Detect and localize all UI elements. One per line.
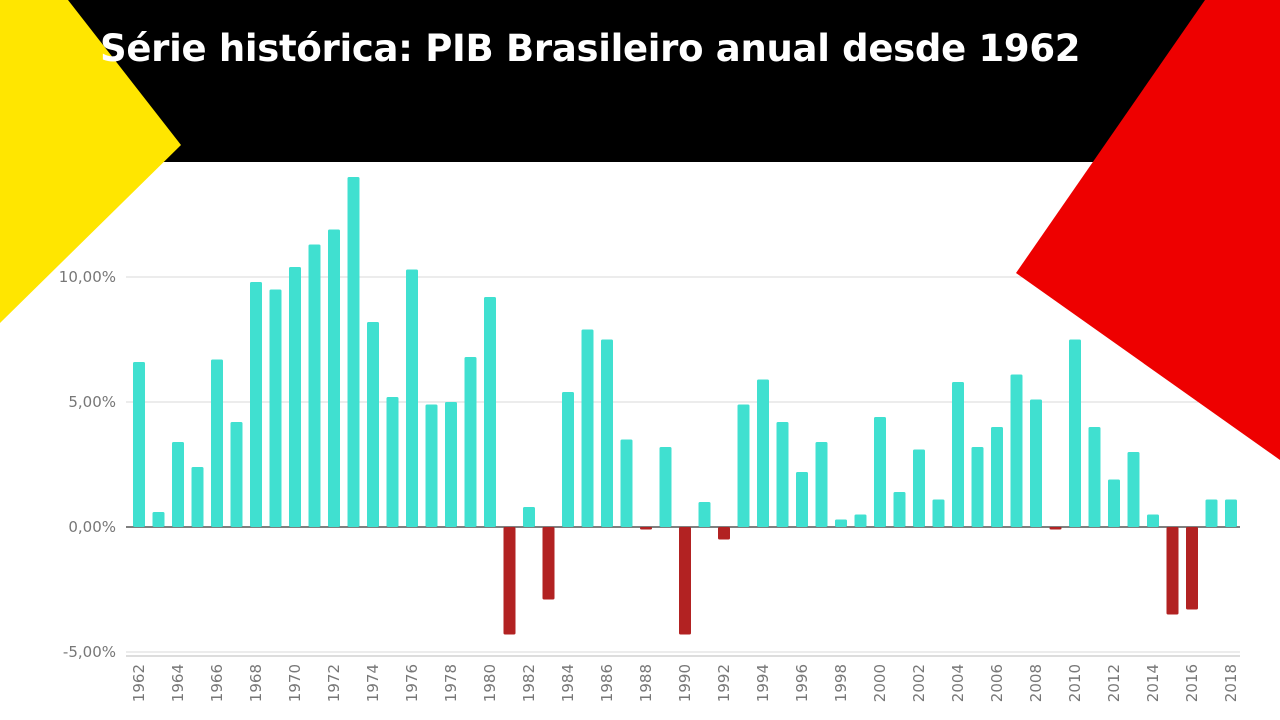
bar-2015 — [1166, 527, 1179, 615]
x-tick-label: 1966 — [208, 664, 226, 702]
bar-1997 — [815, 442, 828, 527]
bar-1968 — [250, 282, 262, 527]
bar-1982 — [523, 507, 535, 527]
x-tick-label: 1996 — [793, 664, 811, 702]
bar-2011 — [1088, 427, 1101, 527]
bar-2003 — [932, 499, 945, 527]
x-tick-label: 1974 — [364, 664, 382, 702]
bar-2012 — [1108, 479, 1120, 527]
bar-1972 — [328, 229, 340, 527]
bar-2001 — [893, 492, 906, 527]
bar-2018 — [1225, 499, 1237, 527]
bar-1991 — [698, 502, 711, 527]
bar-1980 — [484, 297, 496, 527]
x-tick-label: 1990 — [676, 664, 694, 702]
bar-1978 — [445, 402, 457, 527]
y-tick-label: -5,00% — [63, 643, 116, 661]
bar-1965 — [191, 467, 204, 527]
bar-1985 — [581, 329, 594, 527]
x-tick-label: 1984 — [559, 664, 577, 702]
bar-2014 — [1147, 514, 1159, 527]
bar-2013 — [1127, 452, 1140, 527]
x-tick-label: 1980 — [481, 664, 499, 702]
x-tick-label: 1964 — [169, 664, 187, 702]
x-tick-label: 1978 — [442, 664, 460, 702]
chart-title: Série histórica: PIB Brasileiro anual de… — [100, 27, 1081, 70]
x-tick-label: 1988 — [637, 664, 655, 702]
x-tick-label: 2006 — [988, 664, 1006, 702]
bar-1984 — [562, 392, 574, 527]
bar-1998 — [835, 519, 847, 527]
x-tick-label: 1968 — [247, 664, 265, 702]
bar-1964 — [172, 442, 184, 527]
bar-1962 — [133, 362, 145, 527]
bar-1996 — [796, 472, 808, 527]
x-tick-label: 1986 — [598, 664, 616, 702]
bar-2017 — [1205, 499, 1218, 527]
bar-1977 — [425, 404, 438, 527]
y-tick-label: 10,00% — [59, 268, 116, 286]
bar-2010 — [1069, 339, 1081, 527]
x-tick-label: 2018 — [1222, 664, 1240, 702]
x-tick-label: 2002 — [910, 664, 928, 702]
bar-1986 — [601, 339, 613, 527]
x-tick-label: 2010 — [1066, 664, 1084, 702]
bar-1967 — [230, 422, 243, 527]
bar-2000 — [874, 417, 886, 527]
x-tick-label: 2004 — [949, 664, 967, 702]
bar-1988 — [640, 527, 652, 530]
bar-2016 — [1186, 527, 1198, 610]
bar-1983 — [542, 527, 555, 600]
bar-1999 — [854, 514, 867, 527]
x-tick-label: 1972 — [325, 664, 343, 702]
bar-2005 — [971, 447, 984, 527]
y-tick-label: 0,00% — [68, 518, 116, 536]
bar-1976 — [406, 269, 418, 527]
x-tick-label: 1976 — [403, 664, 421, 702]
x-tick-label: 2016 — [1183, 664, 1201, 702]
x-tick-label: 1982 — [520, 664, 538, 702]
x-tick-label: 2008 — [1027, 664, 1045, 702]
bar-2006 — [991, 427, 1003, 527]
bar-1981 — [503, 527, 516, 635]
bar-1966 — [211, 359, 223, 527]
bar-1992 — [718, 527, 730, 540]
x-tick-label: 2000 — [871, 664, 889, 702]
bar-1974 — [367, 322, 379, 527]
bar-1969 — [269, 289, 282, 527]
bar-1971 — [308, 244, 321, 527]
x-tick-label: 2014 — [1144, 664, 1162, 702]
bar-1994 — [757, 379, 769, 527]
bar-2009 — [1049, 527, 1062, 530]
bar-1973 — [347, 177, 360, 527]
bar-1993 — [737, 404, 750, 527]
bar-1979 — [464, 357, 477, 527]
x-tick-label: 1962 — [130, 664, 148, 702]
bar-2008 — [1030, 399, 1042, 527]
x-tick-label: 1998 — [832, 664, 850, 702]
y-tick-label: 5,00% — [68, 393, 116, 411]
bar-2007 — [1010, 374, 1023, 527]
bar-1989 — [659, 447, 672, 527]
bar-1995 — [776, 422, 789, 527]
bar-2002 — [913, 449, 925, 527]
bars — [133, 177, 1237, 635]
bar-1987 — [620, 439, 633, 527]
bar-1990 — [679, 527, 691, 635]
bar-1975 — [386, 397, 399, 527]
x-tick-label: 1994 — [754, 664, 772, 702]
x-tick-label: 2012 — [1105, 664, 1123, 702]
bar-1963 — [152, 512, 165, 527]
x-tick-label: 1970 — [286, 664, 304, 702]
bar-1970 — [289, 267, 301, 527]
x-tick-label: 1992 — [715, 664, 733, 702]
bar-2004 — [952, 382, 964, 527]
